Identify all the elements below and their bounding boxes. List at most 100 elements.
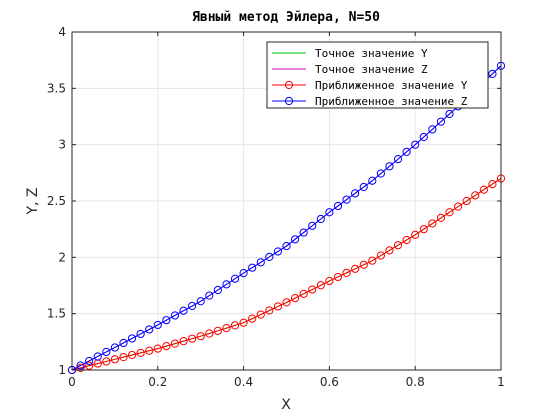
legend-marker-3	[284, 96, 294, 106]
series-marker-2	[428, 219, 437, 228]
series-marker-3	[162, 316, 171, 325]
series-marker-3	[419, 132, 428, 142]
series-marker-3	[428, 125, 437, 134]
series-marker-3	[248, 263, 257, 272]
series-marker-2	[445, 208, 454, 217]
x-tick-label: 0.6	[320, 375, 339, 389]
series-marker-3	[179, 306, 188, 315]
series-marker-3	[76, 361, 85, 370]
series-marker-2	[419, 225, 428, 234]
series-marker-3	[127, 334, 137, 343]
series-marker-2	[196, 332, 205, 341]
series-marker-2	[153, 344, 162, 353]
series-marker-3	[402, 147, 411, 156]
series-marker-2	[393, 241, 403, 250]
series-marker-2	[454, 202, 463, 211]
series-marker-2	[170, 339, 180, 348]
series-marker-3	[333, 201, 343, 211]
series-marker-2	[188, 334, 197, 343]
legend-marker-2	[284, 80, 294, 90]
x-axis-label: X	[281, 397, 291, 413]
y-tick-label: 2	[58, 250, 66, 264]
series-marker-3	[445, 109, 454, 119]
legend-label-0: Точное значение Y	[315, 47, 428, 60]
legend-label-2: Приближенное значение Y	[315, 79, 468, 92]
y-tick-label: 3	[58, 138, 66, 152]
series-marker-2	[222, 323, 231, 333]
series-marker-2	[333, 272, 343, 282]
series-marker-2	[316, 281, 325, 290]
series-marker-3	[351, 189, 360, 198]
series-marker-2	[368, 256, 377, 265]
series-marker-3	[256, 258, 265, 267]
series-marker-2	[273, 302, 283, 311]
series-marker-3	[299, 228, 308, 237]
series-marker-2	[325, 276, 334, 286]
series-marker-3	[488, 69, 497, 79]
series-marker-2	[127, 350, 137, 360]
series-marker-3	[316, 214, 325, 224]
series-marker-3	[368, 176, 377, 185]
series-marker-2	[376, 251, 385, 260]
series-marker-2	[308, 285, 317, 294]
y-tick-label: 4	[58, 25, 66, 39]
y-tick-label: 1	[58, 363, 66, 377]
series-marker-2	[299, 289, 308, 298]
series-marker-3	[119, 338, 128, 348]
series-marker-2	[162, 342, 171, 351]
series-marker-2	[213, 326, 222, 335]
series-marker-2	[179, 337, 188, 346]
x-tick-label: 0.8	[406, 375, 425, 389]
grid	[71, 31, 502, 371]
series-marker-3	[136, 329, 145, 339]
series-marker-3	[170, 311, 180, 320]
y-axis-label: Y, Z	[25, 187, 41, 215]
series-marker-3	[153, 320, 162, 330]
series-marker-3	[188, 301, 197, 311]
series-marker-2	[436, 213, 446, 222]
series-marker-2	[359, 260, 368, 269]
series-marker-2	[230, 321, 240, 330]
series-marker-3	[342, 195, 351, 204]
series-marker-3	[282, 241, 291, 251]
series-marker-2	[102, 357, 111, 366]
y-tick-label: 3.5	[47, 81, 66, 95]
series-marker-3	[290, 235, 300, 244]
legend-label-1: Точное значение Z	[315, 63, 428, 76]
chart-title: Явный метод Эйлера, N=50	[192, 10, 380, 25]
series-marker-3	[308, 221, 317, 230]
series-marker-2	[351, 264, 360, 273]
y-tick-label: 2.5	[47, 194, 66, 208]
series-marker-3	[436, 117, 446, 126]
series-marker-3	[230, 274, 240, 283]
series-marker-2	[248, 314, 257, 323]
series-marker-2	[342, 268, 351, 277]
series-marker-2	[136, 348, 145, 357]
series-marker-2	[119, 353, 128, 362]
series-marker-2	[411, 230, 420, 239]
x-tick-label: 1	[497, 375, 505, 389]
series-marker-2	[462, 196, 471, 206]
series-marker-3	[411, 140, 420, 149]
series-marker-2	[471, 191, 480, 200]
x-tick-label: 0	[68, 375, 76, 389]
series-marker-2	[282, 298, 291, 307]
series-marker-2	[385, 246, 394, 255]
series-marker-3	[196, 297, 205, 306]
series-marker-2	[290, 294, 300, 303]
series-marker-3	[213, 285, 222, 295]
series-marker-2	[205, 329, 214, 338]
series-marker-2	[145, 346, 154, 355]
series-marker-3	[273, 247, 283, 256]
series-marker-2	[239, 318, 248, 327]
series-marker-3	[376, 169, 385, 178]
series-marker-3	[110, 343, 120, 352]
series-marker-3	[93, 352, 102, 361]
series-marker-3	[102, 347, 111, 357]
series-marker-3	[205, 291, 214, 300]
series-marker-2	[265, 306, 274, 315]
series-marker-3	[85, 356, 94, 366]
series-marker-3	[145, 325, 154, 334]
series-marker-3	[222, 280, 231, 289]
